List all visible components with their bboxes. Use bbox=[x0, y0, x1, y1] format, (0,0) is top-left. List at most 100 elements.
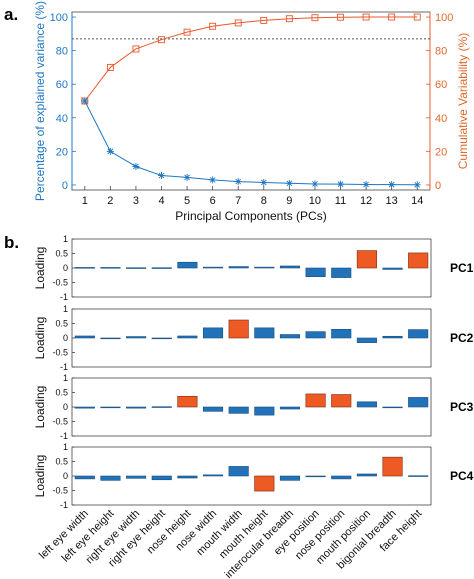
loading-bar bbox=[382, 335, 403, 339]
x-axis-title: Principal Components (PCs) bbox=[175, 209, 326, 223]
right-y-tick-label: 80 bbox=[435, 46, 447, 58]
loading-bar bbox=[331, 475, 352, 480]
explained-variance-point bbox=[337, 180, 344, 188]
subplot-frame bbox=[71, 377, 432, 437]
x-tick-label: 11 bbox=[335, 195, 346, 207]
loading-bar bbox=[228, 406, 249, 414]
y-axis-title: Loading bbox=[33, 455, 47, 498]
explained-variance-point bbox=[311, 180, 319, 188]
loading-bar bbox=[100, 337, 121, 340]
loading-bar bbox=[408, 397, 429, 408]
cumulative-point bbox=[337, 13, 344, 21]
y-tick-label: 1 bbox=[63, 234, 68, 244]
y-tick-label: 0 bbox=[63, 333, 68, 343]
left-y-tick-label: 0 bbox=[62, 180, 68, 192]
loading-bar bbox=[254, 475, 275, 492]
x-tick-label: 2 bbox=[107, 195, 113, 207]
cumulative-variability-line bbox=[84, 16, 418, 102]
loading-bar bbox=[331, 394, 352, 408]
x-tick-label: 9 bbox=[286, 195, 292, 207]
right-y-tick-label: 20 bbox=[435, 146, 447, 158]
loading-bar bbox=[305, 267, 326, 277]
loading-bar bbox=[126, 475, 147, 479]
loading-bar bbox=[279, 265, 301, 269]
cumulative-point bbox=[388, 13, 396, 21]
subplot-frame bbox=[71, 308, 432, 368]
loading-bar bbox=[254, 406, 275, 416]
explained-variance-point bbox=[260, 178, 268, 186]
y-tick-label: 0 bbox=[63, 471, 68, 481]
cumulative-point bbox=[132, 45, 140, 53]
y-tick-label: -0.5 bbox=[52, 417, 68, 427]
y-tick-label: 1 bbox=[63, 442, 68, 452]
y-tick-label: 1 bbox=[63, 373, 68, 383]
loading-bar bbox=[228, 319, 249, 339]
series-label-pc1: PC1 bbox=[450, 261, 474, 275]
loading-bar bbox=[202, 406, 224, 412]
series-label-pc4: PC4 bbox=[450, 469, 474, 483]
loading-bar bbox=[74, 406, 95, 409]
loading-bar bbox=[100, 406, 121, 409]
panel-label-a: a. bbox=[4, 5, 18, 24]
y-tick-label: 0.5 bbox=[55, 457, 68, 467]
subplot-frame bbox=[71, 238, 432, 298]
right-y-tick-label: 40 bbox=[435, 113, 447, 125]
loading-bar bbox=[356, 401, 377, 408]
x-tick-label: 7 bbox=[235, 195, 241, 207]
loading-bar bbox=[177, 395, 198, 408]
explained-variance-point bbox=[285, 179, 293, 187]
loading-bar bbox=[254, 266, 275, 269]
cumulative-point bbox=[362, 13, 370, 21]
y-tick-label: -1 bbox=[60, 362, 68, 372]
loading-bar bbox=[177, 335, 198, 339]
loading-bar bbox=[151, 475, 172, 481]
y-tick-label: -1 bbox=[60, 431, 68, 441]
loading-bar bbox=[202, 327, 224, 339]
x-tick-label: 10 bbox=[309, 195, 321, 207]
loading-subplot-pc1: 1 0.5 0 -0.5 -1 Loading PC1 bbox=[33, 234, 474, 302]
loading-bar bbox=[408, 329, 429, 339]
loading-bar bbox=[305, 475, 326, 478]
x-tick-label: 8 bbox=[261, 195, 267, 207]
explained-variance-point bbox=[158, 172, 165, 180]
left-y-tick-label: 100 bbox=[50, 12, 68, 24]
x-tick-label: 14 bbox=[411, 195, 423, 207]
y-axis-title: Loading bbox=[33, 317, 47, 360]
y-axis-title: Loading bbox=[33, 386, 47, 429]
y-tick-label: 0.5 bbox=[55, 249, 68, 259]
cumulative-point bbox=[285, 15, 293, 23]
loading-bar bbox=[151, 337, 172, 340]
loading-bar bbox=[356, 337, 377, 343]
loading-bar bbox=[408, 475, 429, 477]
left-y-tick-label: 20 bbox=[56, 146, 68, 158]
loading-bar bbox=[331, 328, 352, 339]
explained-variance-point bbox=[388, 181, 396, 189]
loading-subplot-pc3: 1 0.5 0 -0.5 -1 Loading PC3 bbox=[33, 373, 474, 441]
loading-bar bbox=[228, 466, 249, 477]
explained-variance-point bbox=[209, 176, 217, 184]
loading-bar bbox=[254, 327, 275, 339]
x-tick-label: 1 bbox=[82, 195, 88, 207]
y-tick-label: -1 bbox=[60, 292, 68, 302]
y-tick-label: 1 bbox=[63, 304, 68, 314]
cumulative-point bbox=[260, 16, 268, 24]
loading-bar bbox=[100, 267, 121, 269]
loading-bar bbox=[279, 475, 301, 481]
loading-bar bbox=[177, 261, 198, 269]
y-tick-label: 0 bbox=[63, 402, 68, 412]
x-tick-label: 6 bbox=[210, 195, 216, 207]
loading-bar bbox=[151, 406, 172, 408]
loading-bar bbox=[177, 475, 198, 479]
y-tick-label: -0.5 bbox=[52, 486, 68, 496]
y-tick-label: 0.5 bbox=[55, 388, 68, 398]
x-tick-label: 4 bbox=[158, 195, 164, 207]
loading-bar bbox=[126, 406, 147, 409]
panel-label-b: b. bbox=[4, 233, 19, 252]
loading-bar bbox=[74, 475, 95, 480]
loading-bar bbox=[228, 266, 249, 269]
loading-bar bbox=[126, 336, 147, 339]
series-label-pc2: PC2 bbox=[450, 331, 474, 345]
explained-variance-line bbox=[84, 100, 418, 186]
cumulative-point bbox=[106, 63, 114, 71]
